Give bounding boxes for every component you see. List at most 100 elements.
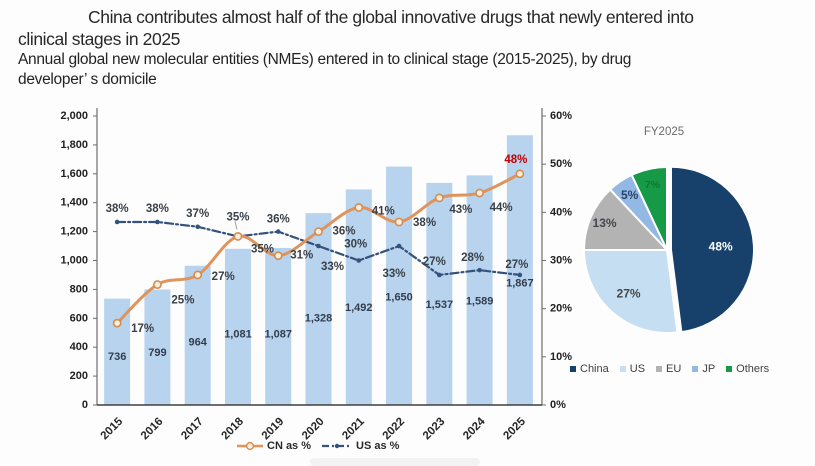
subtitle-line-2: developer’ s domicile bbox=[18, 71, 157, 88]
bar-2015 bbox=[104, 298, 131, 405]
cn-line-marker bbox=[434, 193, 444, 203]
cn-line-marker bbox=[112, 318, 122, 328]
year-label: 2021 bbox=[340, 415, 367, 442]
pie-slice-label-jp: 5% bbox=[621, 188, 639, 202]
left-axis-tick-label: 800 bbox=[70, 283, 88, 295]
right-axis-tick-label: 60% bbox=[550, 110, 572, 122]
legend-us-label: US as % bbox=[356, 440, 400, 452]
left-axis-tick-label: 0 bbox=[82, 399, 88, 411]
cn-pct-label: 17% bbox=[131, 323, 154, 335]
cn-pct-label: 38% bbox=[413, 217, 436, 229]
right-axis-tick-label: 50% bbox=[550, 158, 572, 170]
year-label: 2019 bbox=[260, 416, 287, 443]
legend-cn-marker bbox=[245, 441, 255, 451]
cn-line-marker bbox=[193, 270, 203, 280]
bar-value-label: 964 bbox=[189, 336, 208, 348]
us-pct-label: 33% bbox=[321, 261, 344, 273]
cn-line-marker bbox=[273, 251, 283, 261]
bar-value-label: 1,589 bbox=[466, 296, 494, 308]
year-label: 2024 bbox=[461, 415, 488, 442]
pie-legend-label-others: Others bbox=[736, 363, 770, 375]
right-axis-tick-label: 30% bbox=[550, 255, 572, 267]
left-axis-tick-label: 200 bbox=[70, 370, 88, 382]
year-label: 2020 bbox=[300, 416, 327, 443]
cn-line-marker bbox=[475, 188, 484, 198]
pie-slice-label-china: 48% bbox=[709, 240, 733, 254]
cn-pct-label: 36% bbox=[333, 226, 356, 238]
legend-us-marker bbox=[334, 443, 340, 449]
us-line-marker bbox=[437, 272, 442, 278]
bar-2017 bbox=[184, 265, 211, 405]
us-line-marker bbox=[195, 224, 200, 230]
cn-line-marker bbox=[515, 169, 525, 179]
pie-legend-item-us: US bbox=[619, 363, 646, 375]
left-axis-tick-label: 1,600 bbox=[60, 168, 88, 180]
us-line-marker bbox=[316, 243, 321, 249]
bar-value-label: 736 bbox=[108, 351, 126, 363]
bar-value-label: 1,492 bbox=[345, 302, 373, 314]
watermark-strip bbox=[310, 458, 480, 466]
slide-title-block: China contributes almost half of the glo… bbox=[18, 6, 808, 90]
pie-slice-china bbox=[669, 165, 755, 334]
cn-pct-label: 35% bbox=[251, 243, 274, 255]
pie-title: FY2025 bbox=[644, 126, 684, 138]
bar-2018 bbox=[224, 248, 251, 405]
year-label: 2022 bbox=[381, 416, 408, 443]
bar-2021 bbox=[345, 189, 372, 405]
bar-value-label: 1,081 bbox=[224, 329, 252, 341]
us-pct-label: 30% bbox=[344, 239, 367, 251]
pie-legend-bullet-china bbox=[570, 366, 576, 372]
left-axis-tick-label: 1,000 bbox=[60, 255, 88, 267]
right-axis-tick-label: 40% bbox=[550, 206, 572, 218]
pie-slice-label-us: 27% bbox=[617, 287, 641, 301]
title-line-2: clinical stages in 2025 bbox=[18, 29, 181, 49]
bar-value-label: 1,328 bbox=[305, 313, 333, 325]
bar-2023 bbox=[426, 182, 453, 405]
pie-slice-others bbox=[630, 166, 668, 251]
year-label: 2015 bbox=[99, 415, 126, 442]
right-axis-tick-label: 10% bbox=[550, 351, 572, 363]
bar-value-label: 1,537 bbox=[426, 299, 454, 311]
us-pct-label: 27% bbox=[505, 259, 528, 271]
cn-pct-label-highlight: 48% bbox=[504, 154, 527, 166]
right-axis-tick-label: 20% bbox=[550, 303, 572, 315]
us-pct-label: 35% bbox=[226, 211, 249, 223]
us-pct-label: 33% bbox=[383, 268, 406, 280]
left-axis-tick-label: 1,400 bbox=[60, 197, 88, 209]
right-axis-tick-label: 0% bbox=[550, 399, 566, 411]
cn-line-marker bbox=[153, 280, 162, 289]
pie-legend-bullet-us bbox=[619, 366, 626, 372]
us-line-marker bbox=[155, 219, 160, 225]
us-pct-label: 37% bbox=[186, 208, 209, 220]
bar-2025 bbox=[506, 135, 533, 405]
pie-legend-label-us: US bbox=[629, 363, 646, 375]
pie-slice-label-eu: 13% bbox=[593, 216, 617, 230]
us-line-marker bbox=[396, 243, 402, 249]
bar-value-label: 1,867 bbox=[506, 278, 534, 290]
pie-legend-item-eu: EU bbox=[656, 363, 681, 375]
cn-pct-label: 27% bbox=[212, 271, 235, 283]
us-pct-label: 28% bbox=[461, 252, 484, 264]
cn-pct-label: 43% bbox=[449, 204, 472, 216]
nme-combo-chart: 0 200 400 600 800 1,000 1,200 1,400 1,600 1,800 2,… bbox=[60, 108, 572, 452]
us-pct-label: 27% bbox=[423, 256, 446, 268]
pie-legend-bullet-jp bbox=[692, 366, 699, 372]
pie-legend-bullet-eu bbox=[656, 366, 663, 372]
us-pct-label: 36% bbox=[267, 214, 290, 226]
bar-value-label: 799 bbox=[148, 347, 166, 359]
cn-pct-label: 31% bbox=[290, 250, 313, 262]
cn-line-marker bbox=[354, 203, 364, 212]
us-line-marker bbox=[356, 258, 362, 263]
subtitle-line-1: Annual global new molecular entities (NM… bbox=[18, 51, 632, 68]
us-pct-label: 38% bbox=[146, 203, 169, 215]
pie-legend-label-jp: JP bbox=[702, 363, 716, 375]
pie-legend-label-eu: EU bbox=[666, 363, 682, 375]
pie-legend-item-jp: JP bbox=[692, 363, 715, 375]
cn-line-marker bbox=[314, 227, 323, 236]
bar-2019 bbox=[265, 247, 292, 405]
bar-2022 bbox=[386, 166, 413, 405]
pie-legend-bullet-others bbox=[726, 366, 733, 372]
bar-2024 bbox=[466, 175, 493, 405]
left-axis-tick-label: 1,200 bbox=[60, 226, 88, 238]
